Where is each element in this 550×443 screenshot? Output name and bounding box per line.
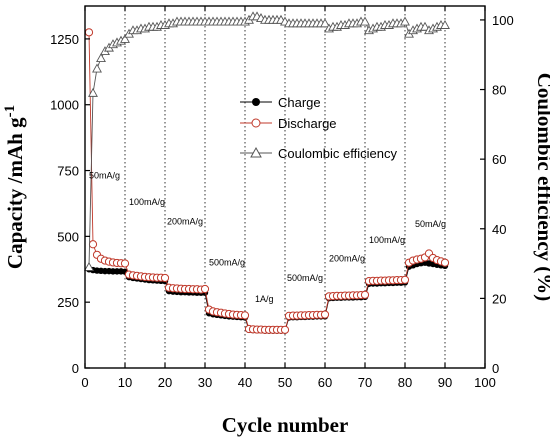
discharge-point	[200, 284, 210, 294]
y-tick-label: 250	[57, 295, 79, 310]
rate-label: 500mA/g	[209, 257, 245, 267]
y2-tick-label: 100	[492, 13, 514, 28]
coulombic-efficiency-line	[88, 15, 445, 268]
y2-tick-label: 0	[492, 361, 499, 376]
y2-tick-label: 40	[492, 222, 506, 237]
legend-charge-label: Charge	[278, 95, 321, 110]
y-tick-label: 1000	[50, 98, 79, 113]
discharge-point	[240, 311, 250, 320]
coulombic-efficiency-point	[360, 16, 370, 26]
discharge-point	[440, 258, 450, 267]
discharge-point	[88, 240, 98, 249]
axes-layer: 0 10 20 30 40 50 60 70 80 90 100025050075010001250…	[50, 6, 514, 390]
discharge-point	[160, 273, 170, 283]
x-tick-label: 80	[398, 375, 412, 390]
x-tick-label: 40	[238, 375, 252, 390]
x-tick-label: 70	[358, 375, 372, 390]
legend-charge-marker	[252, 98, 260, 106]
y-tick-label: 0	[72, 361, 79, 376]
coulombic-efficiency-point	[92, 63, 102, 73]
rate-labels: 50mA/g100mA/g200mA/g500mA/g1A/g500mA/g20…	[89, 170, 446, 304]
coulombic-efficiency-point	[420, 21, 430, 31]
coulombic-efficiency-point	[88, 87, 98, 97]
y2-tick-label: 80	[492, 83, 506, 98]
coulombic-efficiency-point	[120, 33, 130, 43]
discharge-point	[84, 28, 94, 37]
discharge-point	[280, 325, 290, 334]
coulombic-efficiency-point	[320, 18, 330, 28]
x-axis-title: Cycle number	[222, 413, 349, 437]
y2-tick-label: 20	[492, 291, 506, 306]
coulombic-efficiency-point	[440, 20, 450, 29]
series-layer	[84, 11, 450, 334]
legend-ce-label: Coulombic efficiency	[278, 146, 397, 161]
rate-label: 100mA/g	[129, 197, 165, 207]
legend-ce-marker	[250, 146, 262, 158]
x-tick-label: 90	[438, 375, 452, 390]
coulombic-efficiency-point	[400, 16, 410, 26]
x-tick-label: 20	[158, 375, 172, 390]
legend-discharge-label: Discharge	[278, 116, 337, 131]
rate-label: 200mA/g	[167, 217, 203, 227]
grid-lines	[124, 6, 446, 368]
x-tick-label: 50	[278, 375, 292, 390]
rate-label: 100mA/g	[369, 235, 405, 245]
y2-axis-title: Coulombic efficiency (%)	[533, 73, 550, 302]
legend-discharge-marker	[251, 118, 261, 128]
x-tick-label: 10	[118, 375, 132, 390]
discharge-point	[400, 275, 410, 284]
discharge-point	[120, 259, 130, 268]
discharge-point	[320, 310, 330, 319]
y-tick-label: 750	[57, 164, 79, 179]
y2-tick-label: 60	[492, 152, 506, 167]
rate-label: 50mA/g	[89, 170, 120, 180]
legend: Charge Discharge Coulombic efficiency	[240, 95, 397, 161]
discharge-point	[360, 290, 370, 299]
rate-label: 500mA/g	[287, 273, 323, 283]
y-tick-label: 500	[57, 229, 79, 244]
coulombic-efficiency-point	[84, 261, 94, 271]
coulombic-efficiency-point	[96, 53, 106, 63]
x-tick-label: 30	[198, 375, 212, 390]
rate-label: 200mA/g	[329, 253, 365, 263]
y-axis-title: Capacity /mAh g-1	[2, 105, 27, 269]
rate-label: 50mA/g	[415, 219, 446, 229]
x-tick-label: 0	[81, 375, 88, 390]
rate-label: 1A/g	[255, 294, 274, 304]
x-tick-label: 100	[474, 375, 496, 390]
y-tick-label: 1250	[50, 32, 79, 47]
x-tick-label: 60	[318, 375, 332, 390]
